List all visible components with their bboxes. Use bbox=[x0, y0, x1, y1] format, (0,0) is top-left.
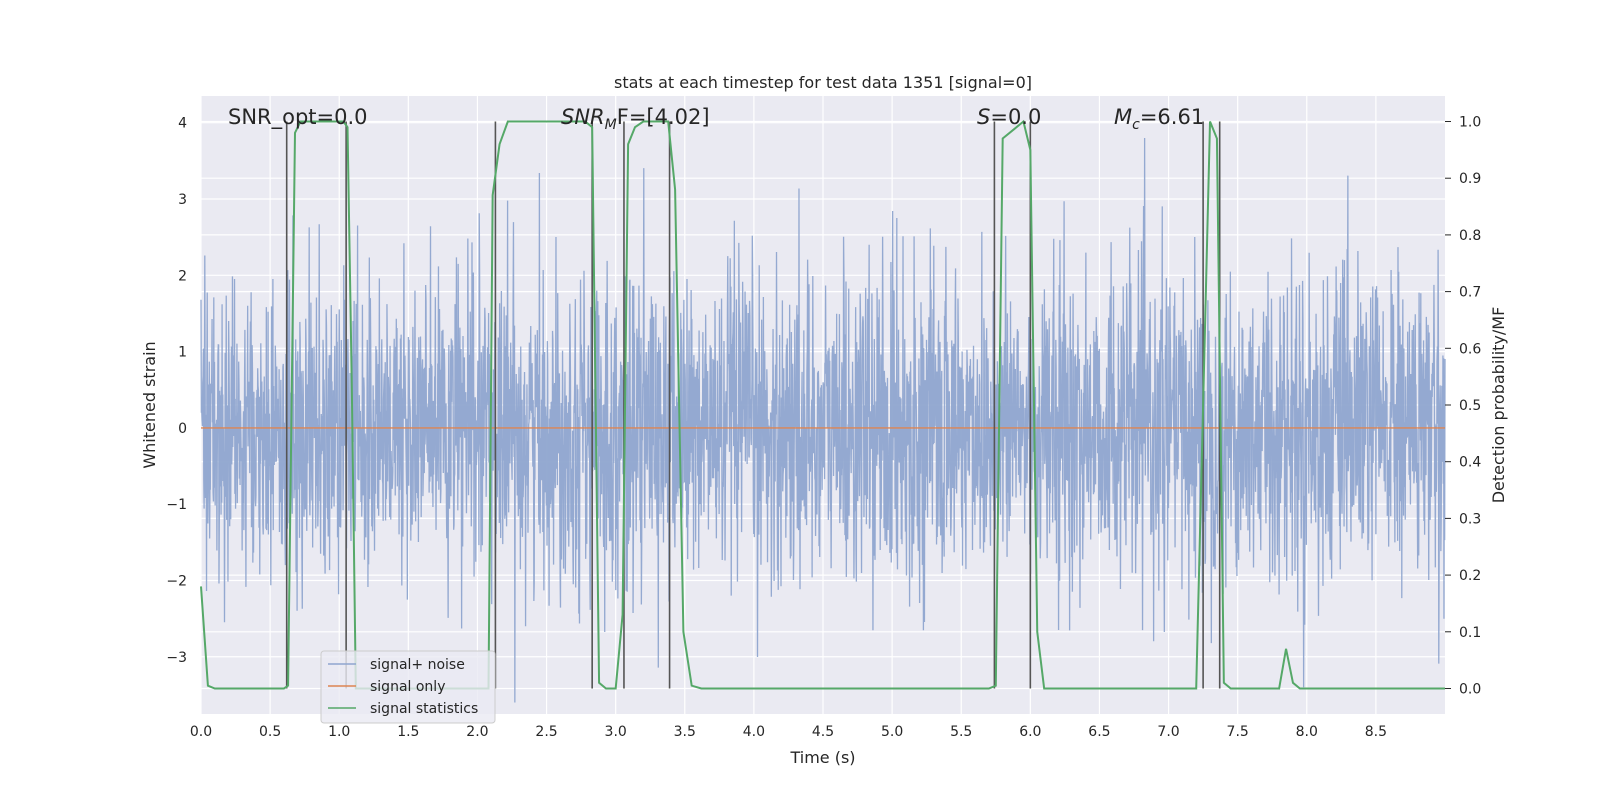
y-axis-ticks: 4 3 2 1 0 −1 −2 −3 bbox=[166, 116, 187, 666]
legend: signal+ noise signal only signal statist… bbox=[320, 650, 496, 724]
y-tick-label: −2 bbox=[166, 573, 187, 589]
x-tick-label: 6.5 bbox=[1088, 724, 1110, 740]
y-tick-label: 4 bbox=[178, 116, 187, 132]
x-axis-label: Time (s) bbox=[789, 748, 855, 767]
legend-label-signal-noise: signal+ noise bbox=[370, 657, 465, 673]
x-tick-label: 0.0 bbox=[190, 724, 212, 740]
x-tick-label: 5.0 bbox=[881, 724, 903, 740]
x-tick-label: 3.0 bbox=[605, 724, 627, 740]
annotation-snr-mf: SNRMF=[4.02] bbox=[561, 105, 710, 133]
signal-noise-line bbox=[200, 137, 1446, 703]
annotation-mc-main: M bbox=[1114, 105, 1132, 129]
annotation-mc-sub: c bbox=[1132, 117, 1140, 133]
y2-tick-label: 0.2 bbox=[1459, 568, 1481, 584]
y-tick-label: −3 bbox=[166, 650, 187, 666]
y-tick-label: 0 bbox=[178, 421, 187, 437]
y-axis-label: Whitened strain bbox=[140, 341, 159, 468]
y-tick-label: 3 bbox=[178, 192, 187, 208]
x-tick-label: 8.5 bbox=[1365, 724, 1387, 740]
legend-label-signal-statistics: signal statistics bbox=[370, 701, 478, 717]
x-axis-ticks: 0.0 0.5 1.0 1.5 2.0 2.5 3.0 3.5 4.0 4.5 5.0 5.5 6.0 6… bbox=[190, 724, 1387, 740]
y2-axis-label: Detection probability/MF bbox=[1489, 307, 1508, 504]
x-tick-label: 5.5 bbox=[950, 724, 972, 740]
x-tick-label: 2.0 bbox=[466, 724, 488, 740]
y2-tick-label: 0.4 bbox=[1459, 455, 1481, 471]
y2-tick-label: 0.7 bbox=[1459, 285, 1481, 301]
y2-tick-label: 0.6 bbox=[1459, 341, 1481, 357]
x-tick-label: 4.5 bbox=[812, 724, 834, 740]
x-tick-label: 7.0 bbox=[1157, 724, 1179, 740]
annotation-mc-rest: =6.61 bbox=[1140, 105, 1204, 129]
x-tick-label: 0.5 bbox=[259, 724, 281, 740]
annotation-snr-opt: SNR_opt=0.0 bbox=[228, 105, 368, 130]
y2-axis-ticks: 1.0 0.9 0.8 0.7 0.6 0.5 0.4 0.3 0.2 0.1 0.0 bbox=[1445, 115, 1481, 697]
legend-label-signal-only: signal only bbox=[370, 679, 445, 695]
legend-box bbox=[320, 650, 496, 724]
annotation-snr-mf-sub: M bbox=[605, 117, 617, 133]
y-tick-label: −1 bbox=[166, 497, 187, 513]
x-tick-label: 3.5 bbox=[674, 724, 696, 740]
annotation-s-rest: =0.0 bbox=[990, 105, 1041, 129]
annotation-s-main: S bbox=[977, 105, 990, 129]
x-tick-label: 4.0 bbox=[743, 724, 765, 740]
annotation-snr-mf-rest: F=[4.02] bbox=[617, 105, 710, 129]
x-tick-label: 7.5 bbox=[1227, 724, 1249, 740]
y2-tick-label: 0.8 bbox=[1459, 228, 1481, 244]
series-signal-noise bbox=[200, 137, 1446, 703]
x-tick-label: 1.5 bbox=[397, 724, 419, 740]
y2-tick-label: 0.3 bbox=[1459, 511, 1481, 527]
y2-tick-label: 1.0 bbox=[1459, 115, 1481, 131]
y2-tick-label: 0.1 bbox=[1459, 625, 1481, 641]
annotation-snr-mf-main: SNR bbox=[561, 105, 605, 129]
x-tick-label: 8.0 bbox=[1296, 724, 1318, 740]
x-tick-label: 2.5 bbox=[535, 724, 557, 740]
signal-statistics-line bbox=[200, 119, 1445, 690]
y2-tick-label: 0.9 bbox=[1459, 171, 1481, 187]
y2-tick-label: 0.5 bbox=[1459, 398, 1481, 414]
y-tick-label: 2 bbox=[178, 268, 187, 284]
series-signal-statistics bbox=[200, 119, 1445, 690]
chart-title: stats at each timestep for test data 135… bbox=[614, 73, 1032, 92]
y-tick-label: 1 bbox=[178, 345, 187, 361]
x-tick-label: 6.0 bbox=[1019, 724, 1041, 740]
x-tick-label: 1.0 bbox=[328, 724, 350, 740]
annotation-mc: Mc=6.61 bbox=[1114, 105, 1204, 133]
annotation-s: S=0.0 bbox=[977, 105, 1041, 129]
y2-tick-label: 0.0 bbox=[1459, 681, 1481, 697]
